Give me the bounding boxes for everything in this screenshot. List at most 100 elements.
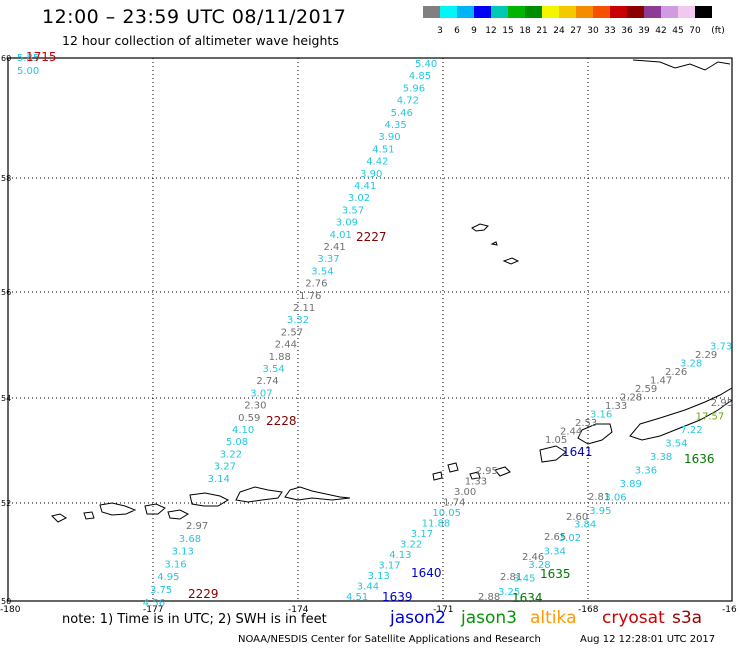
wave-height-label: 3.95	[589, 506, 611, 517]
wave-height-label: 3.73	[710, 342, 732, 353]
coast-umnak-island	[539, 445, 567, 463]
latitude-tick-label: 54	[1, 394, 11, 403]
wave-height-label: 4.42	[366, 157, 388, 168]
wave-height-label: 3.90	[378, 132, 400, 143]
latitude-tick-label: 52	[1, 499, 11, 508]
wave-height-label: 3.28	[528, 560, 550, 571]
coast-st-paul-island	[471, 223, 489, 232]
wave-height-label: 1.33	[465, 477, 487, 488]
track-id-label: 1636	[684, 452, 715, 466]
latitude-tick-label: 60	[1, 54, 11, 63]
track-id-label: 2228	[266, 414, 297, 428]
color-scale-label: 42	[655, 26, 667, 36]
map-frame	[7, 57, 733, 602]
wave-height-label: 2.46	[522, 552, 544, 563]
wave-height-label: 1.47	[650, 376, 672, 387]
color-scale-swatch	[627, 6, 644, 18]
track-id-label: 1635	[540, 567, 571, 581]
wave-height-label: 3.13	[172, 547, 194, 558]
wave-height-label: 3.75	[150, 585, 172, 596]
wave-height-label: 3.27	[214, 462, 236, 473]
wave-height-label: 2.76	[305, 279, 327, 290]
color-scale-swatch	[678, 6, 695, 18]
color-scale-label: 39	[638, 26, 650, 36]
track-id-label: 1715	[26, 50, 57, 64]
wave-height-label: 2.95	[476, 466, 498, 477]
track-id-label: 2227	[356, 230, 387, 244]
wave-height-label: 1.05	[545, 435, 567, 446]
color-scale-swatch	[423, 6, 440, 18]
color-scale-swatch	[695, 6, 712, 18]
wave-height-label: 4.72	[397, 96, 419, 107]
wave-height-label: 3.06	[604, 493, 626, 504]
coast-attu-island	[51, 511, 95, 523]
wave-height-label: 3.44	[357, 582, 379, 593]
longitude-tick-label: -16	[722, 605, 737, 615]
wave-height-labels: 5.855.005.404.855.964.725.464.353.904.51…	[17, 50, 733, 609]
legend-note: note: 1) Time is in UTC; 2) SWH is in fe…	[62, 612, 327, 627]
wave-height-label: 5.96	[403, 83, 425, 94]
wave-height-label: 4.13	[389, 550, 411, 561]
coast-st-george-island	[502, 257, 520, 265]
track-id-label: 1639	[382, 590, 413, 604]
color-scale-label: 30	[587, 26, 599, 36]
wave-height-label: 3.57	[342, 205, 364, 216]
wave-height-label: 2.81	[500, 572, 522, 583]
wave-height-label: 10.05	[432, 508, 461, 519]
wave-height-label: 3.28	[680, 359, 702, 370]
wave-height-label: 4.01	[330, 230, 352, 241]
wave-height-label: 3.68	[179, 534, 201, 545]
wave-height-label: 3.17	[378, 561, 400, 572]
color-scale-label: 45	[672, 26, 684, 36]
map-subtitle: 12 hour collection of altimeter wave hei…	[62, 33, 339, 48]
wave-height-label: 3.22	[220, 449, 242, 460]
coastline	[51, 59, 733, 523]
coast-atka-island	[432, 462, 459, 481]
wave-height-label: 2.44	[560, 427, 582, 438]
lat-lon-grid: -180 -177 -174 -171 -168 -16 60 58 56 54 52 50	[0, 54, 737, 615]
wave-height-label: 3.54	[665, 439, 687, 450]
wave-height-label: 3.38	[650, 452, 672, 463]
wave-height-label: 5.00	[17, 66, 39, 77]
color-scale-label: 6	[454, 26, 460, 36]
legend-s3a: s3a	[672, 608, 703, 628]
wave-height-label: 11.88	[422, 519, 451, 530]
wave-height-label: 5.85	[17, 53, 39, 64]
wave-height-label: 2.26	[665, 367, 687, 378]
wave-height-label: 17.57	[696, 412, 725, 423]
color-scale-swatch	[440, 6, 457, 18]
wave-height-label: 4.35	[385, 120, 407, 131]
longitude-tick-label: -180	[0, 605, 21, 615]
wave-height-label: 1.74	[443, 498, 465, 509]
color-scale-swatch	[644, 6, 661, 18]
coast-near-islands	[99, 502, 190, 520]
wave-height-label: 2.74	[256, 376, 278, 387]
coast-adak-island	[235, 486, 283, 503]
wave-height-label: 2.88	[478, 592, 500, 603]
wave-height-label: 3.37	[317, 254, 339, 265]
wave-height-label: 2.53	[575, 418, 597, 429]
track-id-label: 2229	[188, 587, 219, 601]
wave-height-label: 3.32	[287, 315, 309, 326]
wave-height-label: 3.84	[574, 520, 596, 531]
wave-height-label: 4.41	[354, 181, 376, 192]
wave-height-label: 3.25	[498, 587, 520, 598]
legend-cryosat: cryosat	[602, 608, 665, 628]
wave-height-label: 2.44	[275, 340, 297, 351]
color-scale-swatch	[542, 6, 559, 18]
longitude-tick-label: -177	[143, 605, 163, 615]
wave-height-label: 3.34	[544, 547, 566, 558]
color-scale-swatch	[525, 6, 542, 18]
wave-height-label: 2.29	[695, 350, 717, 361]
wave-height-label: 3.02	[559, 533, 581, 544]
wave-height-label: 7.22	[680, 425, 702, 436]
track-id-label: 1640	[411, 566, 442, 580]
wave-height-label: 3.17	[411, 529, 433, 540]
wave-height-label: 3.90	[360, 169, 382, 180]
color-scale-label: 33	[604, 26, 616, 36]
coast-alaska-north	[632, 59, 731, 71]
wave-height-label: 4.51	[372, 144, 394, 155]
color-scale-swatch	[474, 6, 491, 18]
coast-pribilof-islet	[490, 241, 498, 246]
latitude-tick-label: 58	[1, 174, 11, 183]
